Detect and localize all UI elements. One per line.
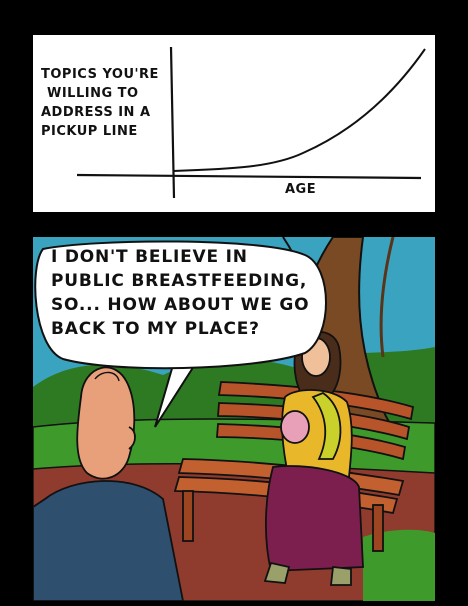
man-ear	[128, 426, 136, 450]
speech-bubble-text: I DON'T BELIEVE IN PUBLIC BREASTFEEDING,…	[51, 245, 351, 341]
speech-bubble-joint	[160, 355, 204, 365]
x-axis	[76, 173, 422, 180]
speech-line-4: BACK TO MY PLACE?	[51, 319, 260, 339]
y-label-line-4: PICKUP LINE	[41, 124, 138, 139]
man-hairline	[94, 371, 120, 382]
graph-y-axis-label: TOPICS YOU'RE WILLING TO ADDRESS IN A PI…	[41, 65, 171, 141]
woman-figure	[263, 331, 364, 586]
speech-bubble	[34, 240, 327, 370]
y-axis	[169, 46, 176, 199]
baby-sling	[311, 391, 342, 460]
woman-skirt	[265, 465, 364, 572]
speech-line-3: SO... HOW ABOUT WE GO	[51, 295, 310, 315]
bench-leg-left	[182, 490, 194, 542]
y-label-line-1: TOPICS YOU'RE	[41, 67, 159, 82]
speech-line-2: PUBLIC BREASTFEEDING,	[51, 271, 308, 291]
y-label-line-3: ADDRESS IN A	[41, 105, 151, 120]
park-scene-svg	[33, 237, 435, 601]
man-jacket	[33, 480, 184, 601]
baby	[280, 410, 310, 444]
y-label-line-2: WILLING TO	[47, 86, 139, 101]
woman-shoe-right	[329, 566, 352, 586]
man-head	[76, 366, 136, 480]
graph-svg	[76, 46, 426, 199]
man-figure	[33, 366, 184, 601]
woman-shoe-left	[263, 561, 291, 584]
graph-x-axis-label: AGE	[285, 182, 317, 197]
bench-leg-right	[372, 504, 384, 552]
park-scene-panel: I DON'T BELIEVE IN PUBLIC BREASTFEEDING,…	[33, 237, 435, 601]
tree-bark-line	[379, 237, 395, 358]
graph-panel: TOPICS YOU'RE WILLING TO ADDRESS IN A PI…	[33, 35, 435, 212]
graph-curve	[172, 48, 426, 172]
speech-line-1: I DON'T BELIEVE IN	[51, 247, 248, 267]
